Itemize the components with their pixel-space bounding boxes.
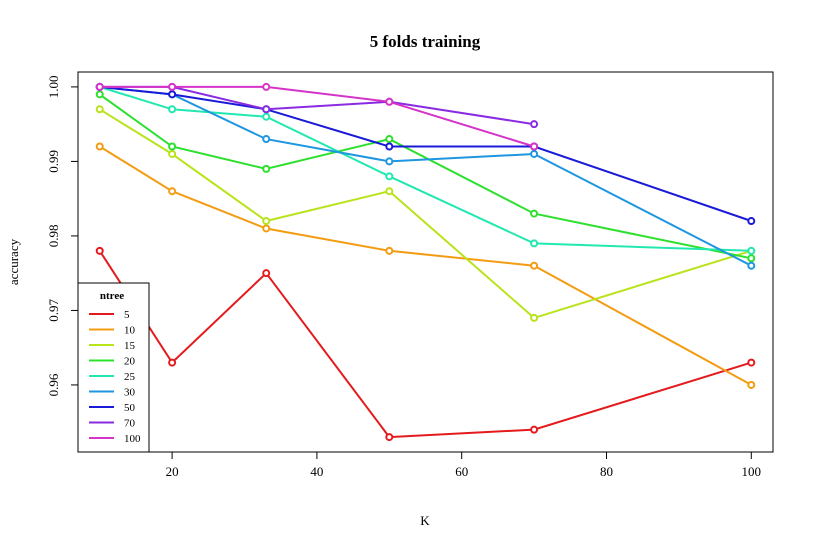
legend-label: 10 (124, 325, 136, 337)
x-tick-label: 100 (742, 464, 762, 479)
x-tick-label: 80 (600, 464, 613, 479)
series-25 (95, 82, 756, 255)
legend-label: 20 (124, 356, 136, 368)
data-point (530, 120, 539, 129)
data-point (385, 135, 394, 144)
data-point (262, 82, 271, 91)
data-point (530, 142, 539, 151)
data-point (530, 209, 539, 218)
data-point (262, 224, 271, 233)
data-point (95, 142, 104, 151)
data-point (262, 217, 271, 226)
data-point (168, 105, 177, 114)
y-tick-label: 0.97 (46, 299, 61, 322)
x-axis-label: K (420, 513, 430, 528)
data-point (530, 425, 539, 434)
series-15 (95, 105, 756, 322)
data-point (262, 135, 271, 144)
data-point (262, 164, 271, 173)
legend: ntree 5 10 15 20 25 30 50 70 100 (77, 282, 150, 453)
data-point (95, 90, 104, 99)
legend-entries: 5 10 15 20 25 30 50 70 100 (89, 309, 141, 445)
x-tick-label: 20 (166, 464, 179, 479)
data-point (747, 217, 756, 226)
data-point (385, 142, 394, 151)
data-point (747, 254, 756, 263)
data-point (747, 358, 756, 367)
series-5 (95, 246, 756, 442)
legend-label: 30 (124, 387, 136, 399)
data-point (262, 112, 271, 121)
y-tick-label: 0.96 (46, 373, 61, 396)
legend-label: 5 (124, 309, 130, 321)
data-point (530, 313, 539, 322)
data-point (95, 246, 104, 255)
legend-box (77, 282, 150, 453)
data-point (385, 97, 394, 106)
series-line (99, 108, 752, 320)
data-point (95, 82, 104, 91)
data-point (385, 433, 394, 442)
data-point (385, 187, 394, 196)
data-point (385, 246, 394, 255)
legend-label: 100 (124, 433, 141, 445)
data-point (262, 269, 271, 278)
data-point (168, 142, 177, 151)
data-point (262, 105, 271, 114)
series-line (99, 93, 752, 260)
x-tick-label: 40 (310, 464, 323, 479)
y-axis-label: accuracy (6, 238, 21, 285)
data-point (168, 149, 177, 158)
y-tick-label: 0.99 (46, 150, 61, 173)
series-100 (95, 82, 539, 151)
y-tick-label: 0.98 (46, 225, 61, 248)
series-line (99, 85, 752, 252)
x-tick-label: 60 (455, 464, 468, 479)
series-line (98, 250, 752, 439)
legend-label: 50 (124, 402, 136, 414)
series-layer (95, 82, 756, 442)
x-axis: 20 40 60 80 100 (166, 452, 761, 479)
data-point (168, 90, 177, 99)
data-point (747, 261, 756, 270)
series-line (99, 85, 535, 148)
series-line (99, 145, 752, 386)
plot-frame (77, 71, 774, 453)
data-point (530, 239, 539, 248)
data-point (530, 261, 539, 270)
legend-label: 25 (124, 371, 136, 383)
y-tick-label: 1.00 (46, 76, 61, 99)
chart-title: 5 folds training (370, 32, 481, 51)
legend-title: ntree (100, 290, 124, 302)
series-line (99, 85, 752, 222)
data-point (168, 187, 177, 196)
y-axis: 0.96 0.97 0.98 0.99 1.00 (46, 76, 78, 396)
data-point (95, 105, 104, 114)
data-point (168, 358, 177, 367)
data-point (747, 380, 756, 389)
legend-label: 70 (124, 418, 136, 430)
legend-label: 15 (124, 340, 136, 352)
data-point (385, 157, 394, 166)
data-point (530, 149, 539, 158)
series-10 (95, 142, 756, 389)
series-20 (95, 90, 756, 263)
data-point (385, 172, 394, 181)
data-point (168, 82, 177, 91)
data-point (747, 246, 756, 255)
